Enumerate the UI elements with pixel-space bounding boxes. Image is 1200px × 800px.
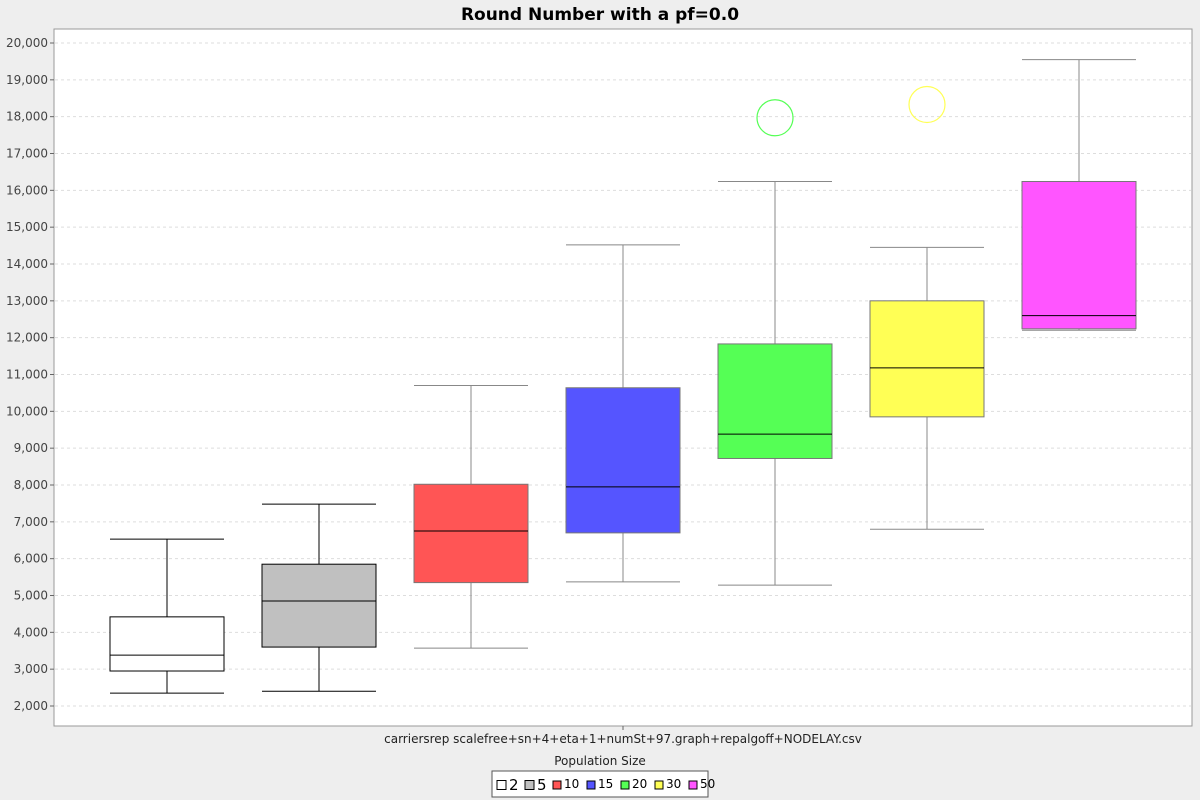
- legend-swatch-30: [655, 781, 663, 789]
- box-iqr: [1022, 181, 1136, 328]
- legend-label-2: 2: [509, 776, 519, 794]
- y-tick-label: 7,000: [14, 515, 48, 529]
- box-iqr: [718, 344, 832, 459]
- y-tick-label: 20,000: [6, 36, 48, 50]
- legend: 2 5 10 15 20 30 50: [492, 771, 715, 797]
- legend-label-30: 30: [666, 777, 681, 791]
- legend-swatch-10: [553, 781, 561, 789]
- box-iqr: [414, 484, 528, 582]
- legend-swatch-50: [689, 781, 697, 789]
- legend-label-15: 15: [598, 777, 613, 791]
- y-tick-label: 6,000: [14, 552, 48, 566]
- legend-label-10: 10: [564, 777, 579, 791]
- y-axis: 2,000 3,000 4,000 5,000 6,000 7,000 8,000 9,000…: [6, 36, 54, 713]
- box-iqr: [110, 617, 224, 671]
- x-axis-label: Population Size: [554, 754, 646, 768]
- box-iqr: [566, 388, 680, 533]
- y-tick-label: 8,000: [14, 478, 48, 492]
- y-tick-label: 9,000: [14, 441, 48, 455]
- box-iqr: [262, 564, 376, 647]
- chart-title: Round Number with a pf=0.0: [461, 5, 739, 25]
- box-iqr: [870, 301, 984, 417]
- y-tick-label: 16,000: [6, 183, 48, 197]
- x-category-label: carriersrep scalefree+sn+4+eta+1+numSt+9…: [384, 732, 862, 746]
- legend-label-20: 20: [632, 777, 647, 791]
- y-tick-label: 4,000: [14, 625, 48, 639]
- y-tick-label: 17,000: [6, 147, 48, 161]
- legend-swatch-2: [497, 781, 506, 790]
- y-tick-label: 19,000: [6, 73, 48, 87]
- y-tick-label: 15,000: [6, 220, 48, 234]
- y-tick-label: 3,000: [14, 662, 48, 676]
- legend-swatch-15: [587, 781, 595, 789]
- y-tick-label: 5,000: [14, 589, 48, 603]
- y-tick-label: 14,000: [6, 257, 48, 271]
- y-tick-label: 13,000: [6, 294, 48, 308]
- legend-label-5: 5: [537, 776, 547, 794]
- legend-swatch-20: [621, 781, 629, 789]
- legend-label-50: 50: [700, 777, 715, 791]
- y-tick-label: 10,000: [6, 404, 48, 418]
- y-tick-label: 12,000: [6, 331, 48, 345]
- y-tick-label: 2,000: [14, 699, 48, 713]
- y-tick-label: 11,000: [6, 368, 48, 382]
- y-tick-label: 18,000: [6, 110, 48, 124]
- legend-swatch-5: [525, 781, 534, 790]
